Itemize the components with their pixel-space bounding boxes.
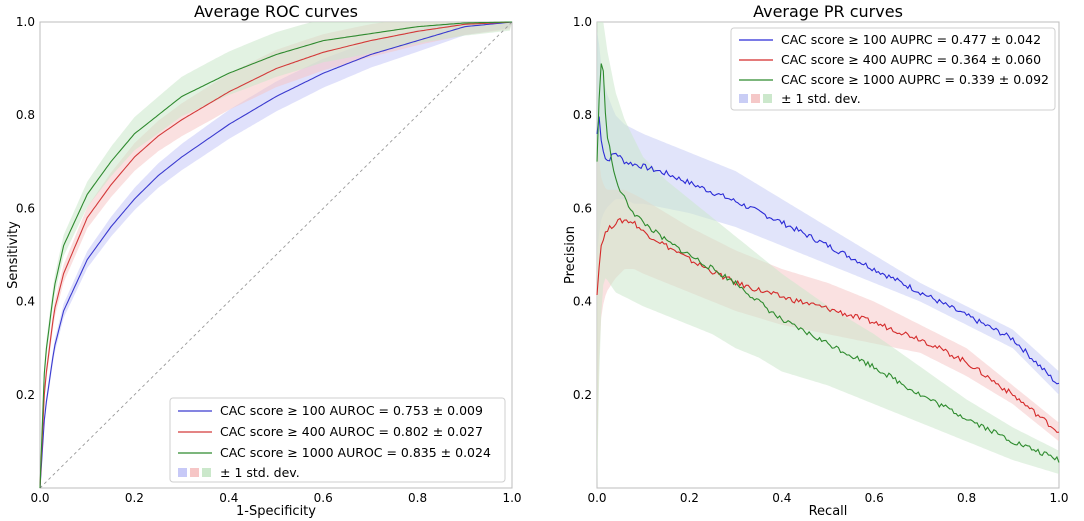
pr-y-tick-label: 0.4 <box>573 295 592 309</box>
roc-y-tick-label: 0.6 <box>16 201 35 215</box>
pr-x-tick-labels: 0.0 0.2 0.4 0.6 0.8 1.0 <box>587 491 1068 505</box>
roc-legend-label-1000: CAC score ≥ 1000 AUROC = 0.835 ± 0.024 <box>220 445 491 460</box>
pr-y-tick-label: 0.8 <box>573 108 592 122</box>
roc-title: Average ROC curves <box>194 2 358 21</box>
pr-legend-band-blue <box>739 94 748 103</box>
pr-legend-label-1000: CAC score ≥ 1000 AUPRC = 0.339 ± 0.092 <box>781 72 1049 87</box>
roc-legend: CAC score ≥ 100 AUROC = 0.753 ± 0.009 CA… <box>169 397 506 483</box>
roc-lines <box>39 21 513 489</box>
pr-series-line-2 <box>596 63 1060 463</box>
roc-x-tick-label: 0.0 <box>30 491 49 505</box>
pr-legend-band-red <box>751 94 760 103</box>
pr-legend-band-green <box>763 94 772 103</box>
roc-x-axis-label: 1-Specificity <box>236 504 316 519</box>
roc-series-line-2 <box>39 21 512 489</box>
pr-title: Average PR curves <box>753 2 903 21</box>
pr-y-tick-labels: 0.2 0.4 0.6 0.8 1.0 <box>573 15 592 402</box>
roc-y-tick-label: 0.8 <box>16 108 35 122</box>
pr-band-1 <box>597 138 1059 465</box>
pr-y-tick-label: 0.2 <box>573 388 592 402</box>
roc-band-1 <box>40 22 512 488</box>
roc-x-tick-label: 0.2 <box>125 491 144 505</box>
pr-x-axis-label: Recall <box>809 504 848 519</box>
pr-legend-label-100: CAC score ≥ 100 AUPRC = 0.477 ± 0.042 <box>781 32 1041 47</box>
pr-lines <box>596 63 1060 463</box>
roc-y-tick-labels: 0.2 0.4 0.6 0.8 1.0 <box>16 15 35 402</box>
roc-bands <box>40 22 512 488</box>
pr-x-tick-label: 0.6 <box>865 491 884 505</box>
pr-y-tick-label: 0.6 <box>573 201 592 215</box>
roc-x-tick-labels: 0.0 0.2 0.4 0.6 0.8 1.0 <box>30 491 521 505</box>
pr-x-tick-label: 0.0 <box>587 491 606 505</box>
roc-x-tick-label: 1.0 <box>502 491 521 505</box>
roc-y-axis-label: Sensitivity <box>6 221 21 289</box>
roc-y-tick-label: 0.2 <box>16 388 35 402</box>
pr-y-tick-label: 1.0 <box>573 15 592 29</box>
roc-legend-box <box>169 397 506 483</box>
roc-legend-band-blue <box>178 468 187 477</box>
roc-legend-label-100: CAC score ≥ 100 AUROC = 0.753 ± 0.009 <box>220 403 483 418</box>
pr-legend-band-label: ± 1 std. dev. <box>781 91 861 106</box>
pr-x-tick-label: 0.8 <box>957 491 976 505</box>
roc-y-tick-label: 0.4 <box>16 295 35 309</box>
pr-x-tick-label: 0.2 <box>680 491 699 505</box>
roc-series-line-0 <box>39 21 513 489</box>
pr-y-axis-label: Precision <box>563 226 578 284</box>
roc-legend-band-red <box>190 468 199 477</box>
roc-x-tick-label: 0.6 <box>314 491 333 505</box>
pr-x-tick-label: 1.0 <box>1049 491 1068 505</box>
pr-chart: Average PR curves 0.0 0.2 0.4 0.6 0.8 1.0 0.2… <box>563 2 1069 519</box>
pr-legend-box <box>730 27 1056 111</box>
roc-legend-band-label: ± 1 std. dev. <box>220 465 300 480</box>
pr-series-line-0 <box>596 116 1060 385</box>
pr-legend-label-400: CAC score ≥ 400 AUPRC = 0.364 ± 0.060 <box>781 52 1041 67</box>
pr-band-2 <box>597 22 1059 488</box>
roc-chart: Average ROC curves 0.0 0.2 0.4 0.6 0.8 1.0 0.… <box>6 2 522 519</box>
pr-legend: CAC score ≥ 100 AUPRC = 0.477 ± 0.042 CA… <box>730 27 1056 111</box>
roc-chance-line <box>39 21 513 489</box>
roc-y-tick-label: 1.0 <box>16 15 35 29</box>
pr-series-line-1 <box>596 217 1060 433</box>
roc-x-tick-label: 0.4 <box>219 491 238 505</box>
roc-series-line-1 <box>39 21 513 489</box>
roc-legend-band-green <box>202 468 211 477</box>
roc-legend-label-400: CAC score ≥ 400 AUROC = 0.802 ± 0.027 <box>220 424 483 439</box>
roc-x-tick-label: 0.8 <box>408 491 427 505</box>
pr-x-tick-label: 0.4 <box>772 491 791 505</box>
